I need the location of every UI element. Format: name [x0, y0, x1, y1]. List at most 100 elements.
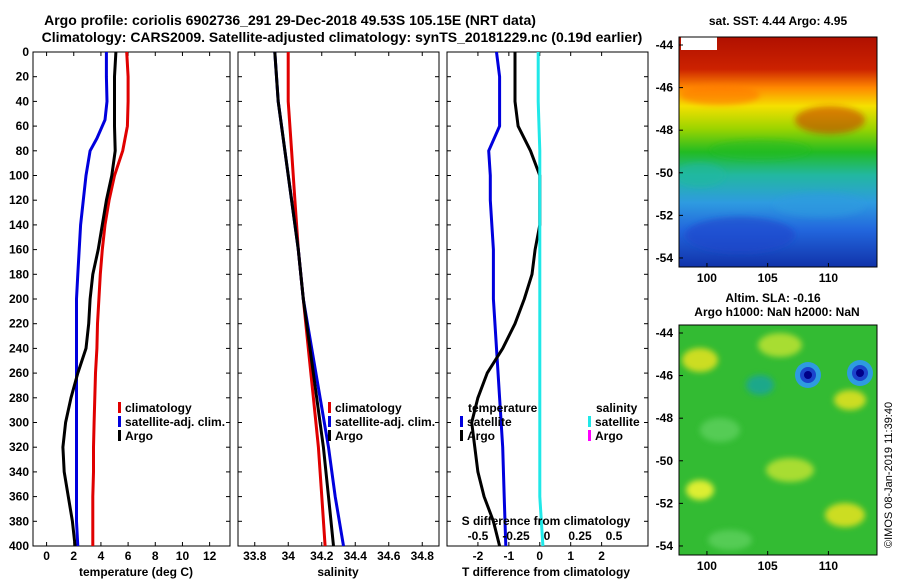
temperature-legend: climatology satellite-adj. clim. Argo: [118, 401, 225, 443]
legend-swatch-argo: [118, 430, 121, 441]
sst-blob: [680, 85, 760, 105]
t-legend-label-satellite: satellite: [467, 415, 512, 429]
s-difference-axis: -0.5 -0.25 0 0.25 0.5: [468, 529, 623, 543]
legend-title-salinity: salinity: [596, 401, 638, 415]
depth-tick-label: 160: [9, 243, 29, 257]
x-tick-label: 6: [125, 549, 132, 563]
series-argo: [273, 51, 335, 547]
sst-map: sat. SST: 4.44 Argo: 4.95 -44 -46 -48 -50 -5…: [656, 14, 878, 285]
sla-blob: [746, 375, 774, 395]
s-difference-label: S difference from climatology: [462, 514, 631, 528]
sla-map-axes: -44 -46 -48 -50 -52 -54 100 105 110: [656, 326, 839, 573]
depth-tick-label: 60: [16, 119, 30, 133]
salinity-frame: [237, 51, 440, 547]
sst-texture: [679, 85, 865, 253]
s-tick-label: 0: [544, 529, 551, 543]
depth-tick-label: 260: [9, 366, 29, 380]
sla-blob: [825, 503, 865, 527]
series-argo: [61, 51, 118, 547]
salinity-axis: 33.8 34 34.2 34.4 34.6 34.8: [243, 52, 434, 563]
x-tick-label: 34.4: [344, 549, 368, 563]
t-legend-swatch-argo: [460, 430, 463, 441]
sal-legend-swatch-climatology: [328, 402, 331, 413]
depth-tick-label: 220: [9, 317, 29, 331]
x-tick-label: 34.2: [310, 549, 334, 563]
sal-legend-label-argo: Argo: [335, 429, 363, 443]
difference-legend-salinity: salinity satellite Argo: [588, 401, 640, 443]
x-tick-label: 8: [152, 549, 159, 563]
depth-tick-label: 100: [9, 169, 29, 183]
sst-map-image: [679, 37, 877, 267]
sla-blob: [708, 530, 752, 550]
t-difference-axis: -2 -1 0 1 2: [473, 52, 605, 563]
series-satellite-adj-clim-: [273, 51, 345, 547]
s-tick-label: -0.5: [468, 529, 489, 543]
sla-map-image: [679, 325, 877, 555]
x-tick-label: 1: [567, 549, 574, 563]
depth-tick-label: 280: [9, 391, 29, 405]
sla-blob: [686, 480, 714, 500]
difference-panel: -2 -1 0 1 2 T difference from climatology S …: [446, 51, 649, 579]
sla-blob: [682, 348, 718, 372]
lon-tick-label: 110: [819, 271, 839, 285]
sal-legend-label-satellite: satellite-adj. clim.: [335, 415, 435, 429]
sst-map-frame: [678, 36, 878, 268]
x-tick-label: 2: [70, 549, 77, 563]
lon-tick-label: 105: [758, 559, 778, 573]
depth-axis: 0 20 40 60 80 100 120 140 160 180 200 220 240 260 280 3…: [9, 45, 648, 553]
lat-tick-label: -44: [656, 38, 674, 52]
s-tick-label: -0.25: [502, 529, 530, 543]
sla-blob: [834, 390, 866, 410]
x-tick-label: 2: [598, 549, 605, 563]
sla-eddy-1: [795, 362, 821, 388]
lat-tick-label: -52: [656, 496, 674, 510]
lat-tick-label: -50: [656, 166, 674, 180]
x-tick-label: 33.8: [243, 549, 267, 563]
lat-tick-label: -52: [656, 208, 674, 222]
depth-tick-label: 340: [9, 465, 29, 479]
temperature-series: [61, 51, 130, 547]
header-line-2: Climatology: CARS2009. Satellite-adjuste…: [42, 29, 643, 45]
depth-tick-label: 200: [9, 292, 29, 306]
legend-label-argo: Argo: [125, 429, 153, 443]
depth-tick-label: 180: [9, 267, 29, 281]
t-legend-swatch-satellite: [460, 416, 463, 427]
sst-map-title: sat. SST: 4.44 Argo: 4.95: [709, 14, 848, 28]
lat-tick-label: -54: [656, 539, 674, 553]
sla-map-frame: [678, 324, 878, 556]
series-s-satellite: [536, 52, 545, 547]
depth-tick-label: 40: [16, 94, 30, 108]
legend-swatch-climatology: [118, 402, 121, 413]
sla-blob: [700, 418, 740, 442]
header-line-1: Argo profile: coriolis 6902736_291 29-De…: [44, 12, 536, 28]
sla-eddy-2: [847, 360, 873, 386]
x-tick-label: -1: [504, 549, 515, 563]
s-legend-label-argo: Argo: [595, 429, 623, 443]
depth-tick-label: 380: [9, 514, 29, 528]
x-tick-label: 34: [282, 549, 296, 563]
depth-tick-label: 140: [9, 218, 29, 232]
s-legend-label-satellite: satellite: [595, 415, 640, 429]
x-tick-label: 4: [98, 549, 105, 563]
x-tick-label: 34.6: [377, 549, 401, 563]
sla-map-title-1: Altim. SLA: -0.16: [725, 291, 821, 305]
sal-legend-swatch-satellite: [328, 416, 331, 427]
sst-blob: [710, 140, 810, 160]
series-satellite-adj-clim-: [75, 52, 109, 547]
depth-tick-label: 80: [16, 144, 30, 158]
depth-tick-label: 0: [22, 45, 29, 59]
difference-series: [470, 51, 545, 547]
sla-blob: [766, 458, 814, 482]
sla-map: Altim. SLA: -0.16 Argo h1000: NaN h2000:…: [656, 291, 878, 573]
sla-blob: [758, 333, 802, 357]
lat-tick-label: -46: [656, 369, 674, 383]
legend-swatch-satellite: [118, 416, 121, 427]
t-legend-label-argo: Argo: [467, 429, 495, 443]
sst-map-axes: -44 -46 -48 -50 -52 -54 100 105 110: [656, 38, 839, 285]
sal-legend-label-climatology: climatology: [335, 401, 402, 415]
legend-label-climatology: climatology: [125, 401, 192, 415]
depth-tick-label: 320: [9, 440, 29, 454]
salinity-panel: 33.8 34 34.2 34.4 34.6 34.8 salinity climatol…: [237, 51, 440, 579]
lat-tick-label: -48: [656, 411, 674, 425]
